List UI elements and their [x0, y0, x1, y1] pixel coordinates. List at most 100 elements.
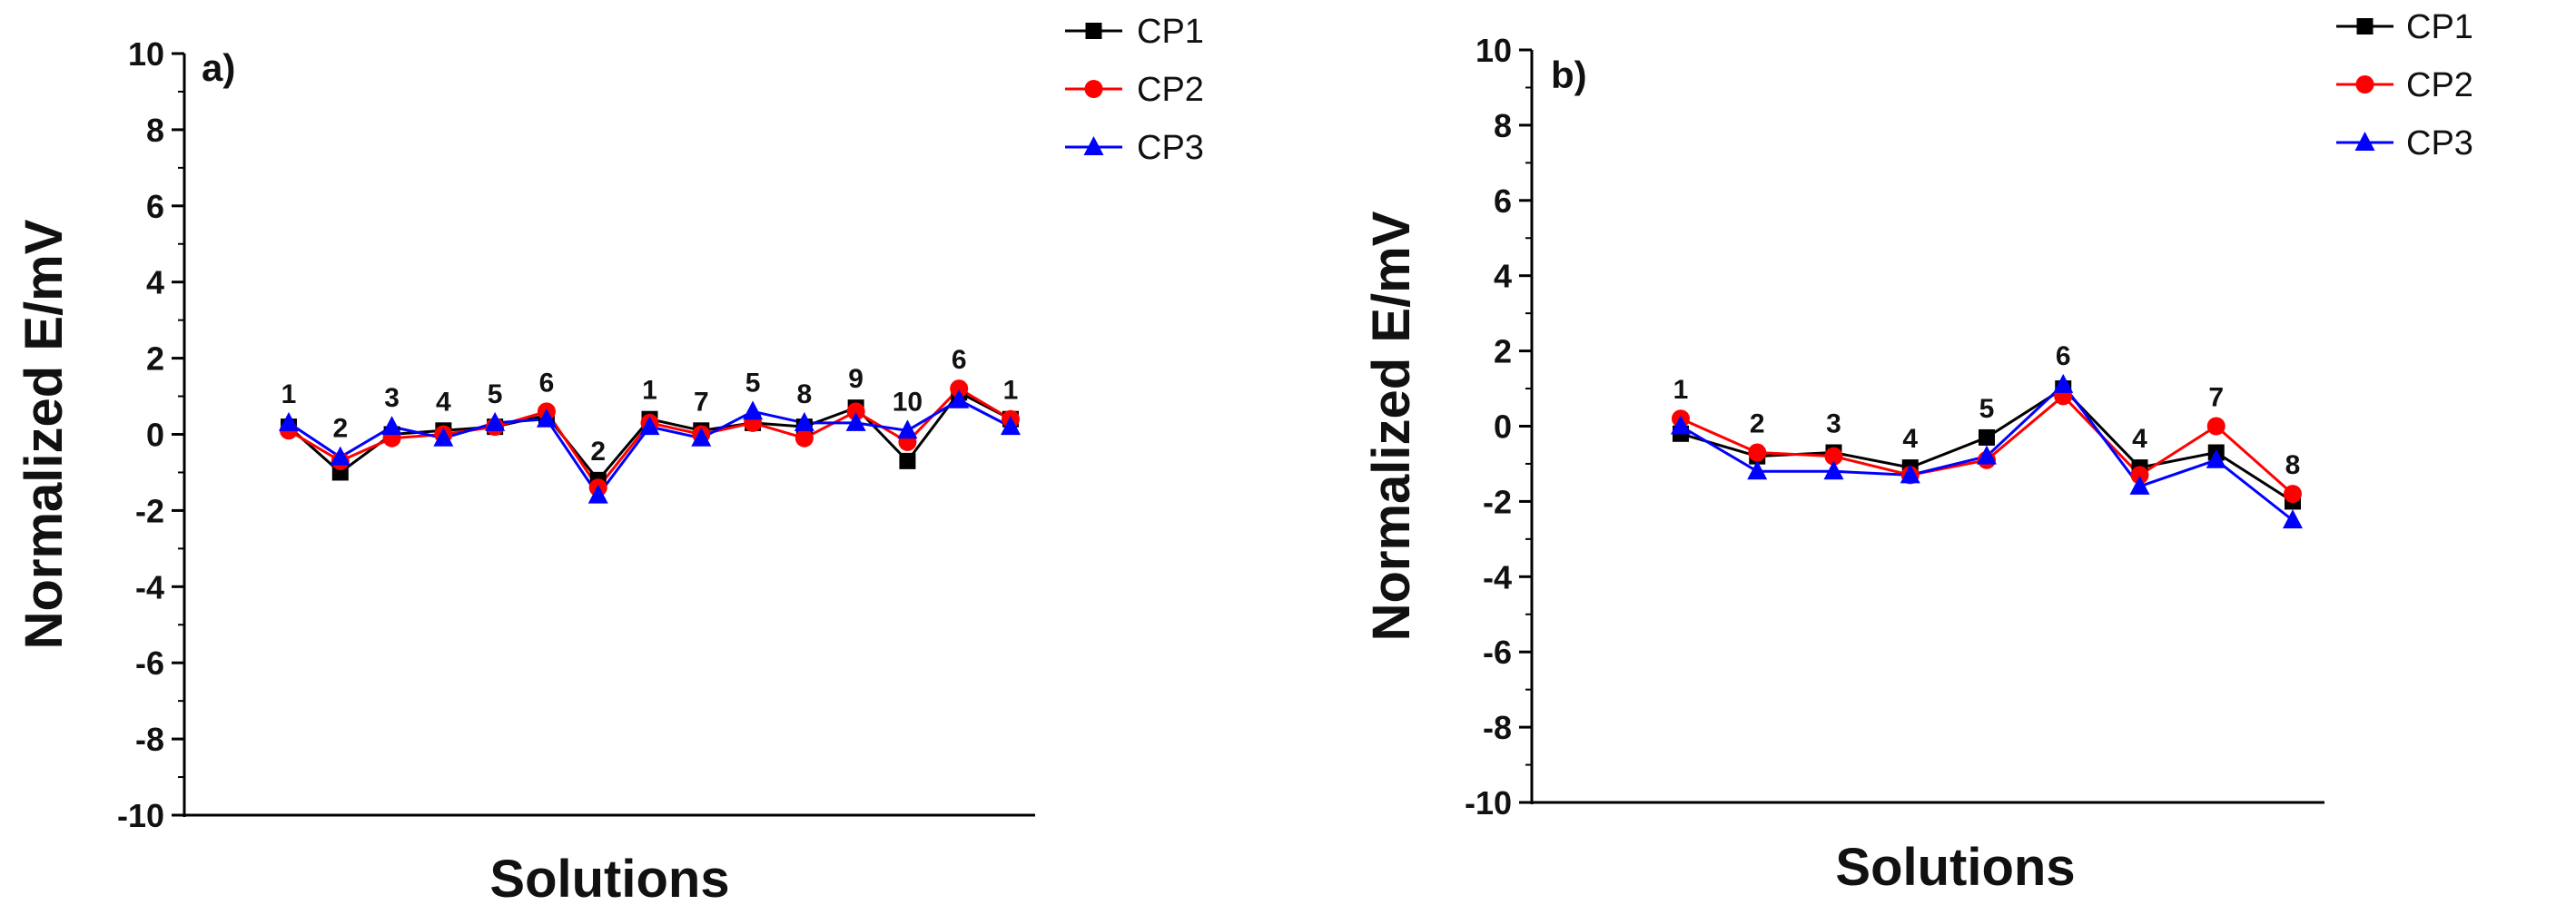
y-tick-label: -2 — [135, 492, 164, 529]
point-label: 6 — [2056, 341, 2071, 371]
y-tick-label: 4 — [146, 264, 164, 301]
point-label: 5 — [745, 368, 761, 398]
data-point-cp3 — [949, 389, 970, 408]
x-axis-title: Solutions — [489, 850, 729, 909]
data-point-cp2 — [950, 379, 969, 398]
data-point-cp3 — [587, 484, 608, 504]
point-label: 1 — [1673, 375, 1689, 405]
point-label: 1 — [281, 379, 297, 409]
y-tick-label: 4 — [1494, 258, 1512, 295]
data-point-cp3 — [1823, 460, 1844, 480]
y-tick-label: 2 — [146, 340, 164, 378]
point-label: 7 — [694, 387, 709, 417]
data-point-cp3 — [691, 427, 712, 447]
point-label: 7 — [2208, 383, 2224, 413]
y-tick-label: -2 — [1483, 483, 1512, 520]
point-label: 3 — [384, 383, 400, 413]
point-label: 10 — [893, 387, 923, 417]
data-point-cp3 — [845, 411, 866, 431]
legend-label-cp3: CP3 — [2406, 124, 2473, 162]
y-tick-label: 2 — [1494, 333, 1512, 370]
data-point-cp3 — [2283, 509, 2303, 529]
data-point-cp3 — [794, 411, 814, 431]
point-label: 1 — [642, 376, 657, 406]
x-axis-title: Solutions — [1835, 838, 2075, 897]
point-label: 4 — [1902, 424, 1918, 454]
data-point-cp3 — [279, 411, 299, 431]
y-axis-title: Normalized E/mV — [1362, 211, 1421, 641]
y-axis-title: Normalized E/mV — [15, 219, 74, 649]
legend-marker-cp3 — [1083, 136, 1104, 155]
panel-label: a) — [202, 46, 235, 89]
data-point-cp2 — [1748, 443, 1767, 462]
data-point-cp2 — [2206, 417, 2226, 436]
y-tick-label: 10 — [1476, 32, 1512, 69]
y-tick-label: -10 — [1465, 784, 1512, 822]
data-point-cp3 — [1747, 460, 1768, 480]
data-point-cp3 — [743, 400, 764, 420]
data-point-cp2 — [795, 428, 814, 448]
point-label: 1 — [1003, 376, 1019, 406]
data-point-cp1 — [1979, 428, 1995, 446]
point-label: 5 — [1979, 394, 1995, 424]
point-label: 5 — [488, 379, 503, 409]
legend-label-cp2: CP2 — [2406, 66, 2473, 104]
point-label: 2 — [332, 414, 348, 444]
data-point-cp2 — [846, 402, 865, 421]
y-tick-label: 8 — [1494, 107, 1512, 144]
chart-panel-b: 10 8 6 4 2 0 -2 -4 -6 -8 -10 b) Normalized E/mV Solut… — [1362, 8, 2473, 897]
y-tick-label: -4 — [1483, 558, 1512, 595]
point-label: 2 — [1750, 409, 1765, 439]
data-point-cp3 — [330, 446, 350, 466]
legend-marker-cp2 — [2355, 75, 2374, 93]
legend-label-cp3: CP3 — [1137, 129, 1204, 167]
data-point-cp3 — [1900, 464, 1920, 484]
point-label: 6 — [539, 368, 555, 398]
y-tick-label: 8 — [146, 112, 164, 149]
legend-marker-cp3 — [2354, 132, 2375, 151]
data-point-cp3 — [1977, 445, 1997, 465]
y-tick-label: 0 — [1494, 408, 1512, 446]
y-tick-label: -4 — [135, 568, 164, 605]
point-label: 8 — [797, 379, 813, 409]
legend-label-cp2: CP2 — [1137, 71, 1204, 109]
point-label: 2 — [590, 437, 606, 467]
y-tick-label: 6 — [146, 188, 164, 225]
data-point-cp3 — [381, 416, 402, 436]
legend-label-cp1: CP1 — [1137, 13, 1204, 51]
y-tick-label: -6 — [1483, 634, 1512, 671]
data-point-cp3 — [2053, 373, 2074, 393]
y-tick-label: -6 — [135, 644, 164, 682]
point-label: 3 — [1826, 409, 1841, 439]
data-point-cp2 — [1824, 447, 1843, 466]
data-point-cp2 — [2130, 466, 2149, 485]
data-point-cp3 — [639, 416, 660, 436]
y-tick-label: -8 — [1483, 709, 1512, 746]
point-label: 4 — [2132, 424, 2147, 454]
data-point-cp3 — [897, 419, 918, 439]
data-point-cp3 — [1001, 416, 1021, 436]
legend-marker-cp1 — [1085, 23, 1102, 39]
data-point-cp3 — [485, 411, 506, 431]
data-point-cp3 — [2129, 475, 2150, 495]
data-point-cp3 — [1671, 415, 1691, 435]
legend-marker-cp2 — [1084, 80, 1103, 98]
y-tick-label: -10 — [117, 797, 164, 834]
point-label: 6 — [952, 345, 967, 375]
y-tick-label: -8 — [135, 721, 164, 758]
chart-panel-a: 10 8 6 4 2 0 -2 -4 -6 -8 -10 a) Normalized E/mV Solut… — [15, 13, 1204, 909]
y-tick-label: 0 — [146, 417, 164, 454]
legend-label-cp1: CP1 — [2406, 8, 2473, 46]
y-tick-label: 10 — [128, 35, 164, 73]
data-point-cp2 — [2284, 485, 2302, 504]
y-tick-label: 6 — [1494, 182, 1512, 220]
data-point-cp3 — [433, 427, 454, 447]
point-label: 8 — [2285, 450, 2301, 480]
point-label: 4 — [436, 387, 451, 417]
point-label: 9 — [848, 364, 864, 394]
data-point-cp1 — [899, 452, 916, 469]
legend-marker-cp1 — [2356, 18, 2374, 34]
data-point-cp3 — [536, 408, 557, 428]
data-point-cp3 — [2206, 448, 2226, 468]
